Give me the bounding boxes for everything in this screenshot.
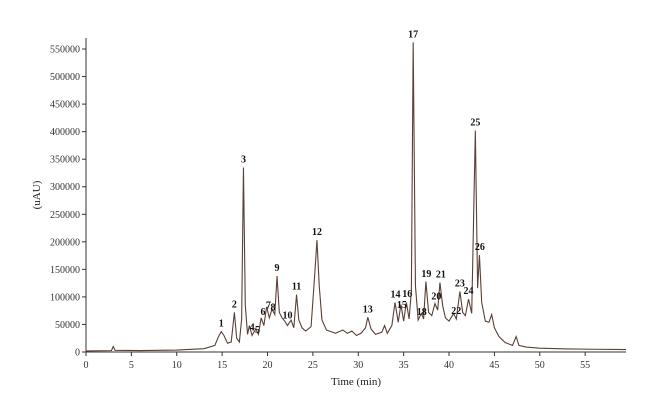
peak-label: 4 (250, 322, 255, 333)
x-tick-label: 40 (444, 360, 454, 371)
y-tick-label: 100000 (50, 292, 80, 303)
x-tick-label: 50 (535, 360, 545, 371)
y-tick-label: 300000 (50, 182, 80, 193)
y-tick-label: 250000 (50, 210, 80, 221)
y-tick-label: 350000 (50, 155, 80, 166)
x-tick-label: 25 (308, 360, 318, 371)
y-tick-label: 450000 (50, 100, 80, 111)
peak-label: 18 (417, 307, 427, 318)
x-tick-label: 30 (353, 360, 363, 371)
peak-label: 3 (241, 154, 246, 165)
y-axis-title: (uAU) (31, 180, 43, 209)
y-tick-label: 550000 (50, 45, 80, 56)
peak-label: 13 (363, 304, 373, 315)
x-axis-title: Time (min) (331, 376, 381, 388)
peak-label: 21 (436, 270, 446, 281)
y-tick-label: 0 (75, 348, 80, 359)
peak-label: 19 (421, 269, 431, 280)
peak-label: 16 (402, 289, 412, 300)
y-tick-label: 200000 (50, 237, 80, 248)
peak-label: 20 (431, 292, 441, 303)
peak-label: 6 (260, 307, 265, 318)
y-ticks: 0 50000 100000 150000 200000 250000 300000 3500… (50, 45, 86, 359)
chromatogram-trace (85, 42, 627, 352)
peak-label: 9 (275, 263, 280, 274)
y-tick-label: 150000 (50, 265, 80, 276)
y-tick-label: 500000 (50, 72, 80, 83)
peak-label: 23 (455, 278, 465, 289)
y-tick-label: 50000 (55, 320, 80, 331)
y-tick-label: 400000 (50, 127, 80, 138)
peak-label: 7 (266, 300, 271, 311)
peak-label: 26 (475, 242, 485, 253)
peak-label: 15 (397, 300, 407, 311)
x-tick-label: 20 (263, 360, 273, 371)
peak-label: 5 (255, 325, 260, 336)
x-tick-label: 5 (129, 360, 134, 371)
peak-label: 8 (270, 303, 275, 314)
x-tick-label: 55 (580, 360, 590, 371)
peak-label: 11 (292, 282, 301, 293)
peak-label: 17 (408, 29, 418, 40)
peak-label: 1 (219, 319, 224, 330)
peak-label: 2 (232, 299, 237, 310)
peak-label: 25 (470, 118, 480, 129)
x-tick-label: 10 (172, 360, 182, 371)
x-tick-label: 35 (399, 360, 409, 371)
peak-label: 24 (464, 286, 474, 297)
x-tick-label: 0 (84, 360, 89, 371)
x-ticks: 0 5 10 15 20 25 30 35 40 45 50 55 (84, 352, 590, 371)
x-tick-label: 45 (489, 360, 499, 371)
peak-label: 14 (390, 289, 400, 300)
x-tick-label: 15 (217, 360, 227, 371)
peak-label: 12 (312, 227, 322, 238)
axes (85, 38, 626, 353)
peak-label: 22 (451, 306, 461, 317)
peak-label: 10 (282, 310, 292, 321)
